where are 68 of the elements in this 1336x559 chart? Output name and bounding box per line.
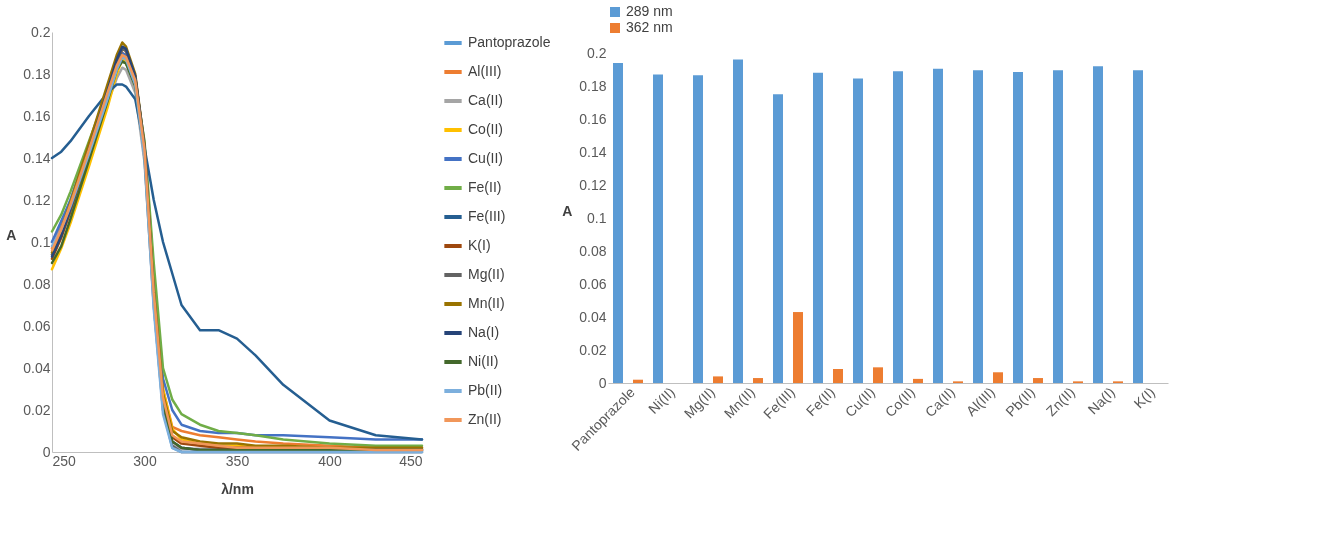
y-tick-label: 0.14 (579, 143, 607, 160)
bar (733, 59, 743, 383)
legend-label: Mg(II) (468, 266, 505, 282)
y-tick-label: 0.18 (579, 77, 607, 94)
bar (833, 368, 843, 383)
y-tick-label: 0.2 (587, 44, 607, 61)
y-tick-label: 0.06 (23, 317, 51, 334)
y-tick-label: 0.12 (23, 191, 51, 208)
bar (893, 71, 903, 383)
bar (1093, 66, 1103, 383)
y-tick-label: 0.02 (579, 341, 607, 358)
y-tick-label: 0.06 (579, 275, 607, 292)
bar (753, 378, 763, 383)
bar (633, 379, 643, 383)
y-tick-label: 0.04 (23, 359, 51, 376)
legend-label: Na(I) (468, 324, 500, 340)
y-tick-label: 0.1 (31, 233, 51, 250)
y-tick-label: 0.12 (579, 176, 607, 193)
y-axis-title: A (562, 202, 573, 219)
y-tick-label: 0.14 (23, 149, 51, 166)
bar (933, 68, 943, 383)
legend-label: K(I) (468, 237, 491, 253)
y-tick-label: 0.04 (579, 308, 607, 325)
bar (973, 70, 983, 383)
bar (793, 312, 803, 383)
x-tick-label: 250 (52, 452, 77, 469)
bar (1013, 71, 1023, 383)
legend-label: 289 nm (626, 3, 673, 19)
x-tick-label: 450 (399, 452, 423, 469)
bar (773, 94, 783, 383)
y-tick-label: 0.16 (23, 107, 51, 124)
y-tick-label: 0.16 (579, 110, 607, 127)
bar (853, 78, 863, 383)
x-tick-label: K(I) (1130, 384, 1158, 412)
legend-label: Ni(II) (468, 353, 499, 369)
legend-label: 362 nm (626, 19, 673, 35)
bar (1133, 70, 1143, 383)
y-tick-label: 0.02 (23, 401, 51, 418)
y-tick-label: 0.2 (31, 23, 51, 40)
y-tick-label: 0 (42, 443, 51, 460)
y-axis-title: A (6, 226, 17, 243)
legend-label: Al(III) (468, 63, 502, 79)
y-tick-label: 0.1 (587, 209, 607, 226)
y-tick-label: 0.08 (579, 242, 607, 259)
bar (813, 72, 823, 383)
y-tick-label: 0 (598, 374, 607, 391)
legend-label: Mn(II) (468, 295, 505, 311)
bar (1033, 378, 1043, 383)
x-tick-label: 300 (133, 452, 157, 469)
legend-label: Ca(II) (468, 92, 503, 108)
bar (1053, 70, 1063, 383)
bar (713, 376, 723, 383)
bar (873, 367, 883, 383)
legend-label: Pantoprazole (468, 34, 551, 50)
x-tick-label: 350 (225, 452, 250, 469)
legend-label: Cu(II) (468, 150, 503, 166)
y-tick-label: 0.08 (23, 275, 51, 292)
x-axis-title: λ/nm (221, 480, 254, 497)
legend-label: Fe(II) (468, 179, 502, 195)
y-tick-label: 0.18 (23, 65, 51, 82)
bar (693, 75, 703, 383)
bar (653, 74, 663, 383)
x-tick-label: 400 (318, 452, 342, 469)
legend-label: Co(II) (468, 121, 503, 137)
bar (913, 378, 923, 383)
bar (613, 62, 623, 383)
bar (993, 372, 1003, 383)
legend-label: Fe(III) (468, 208, 506, 224)
